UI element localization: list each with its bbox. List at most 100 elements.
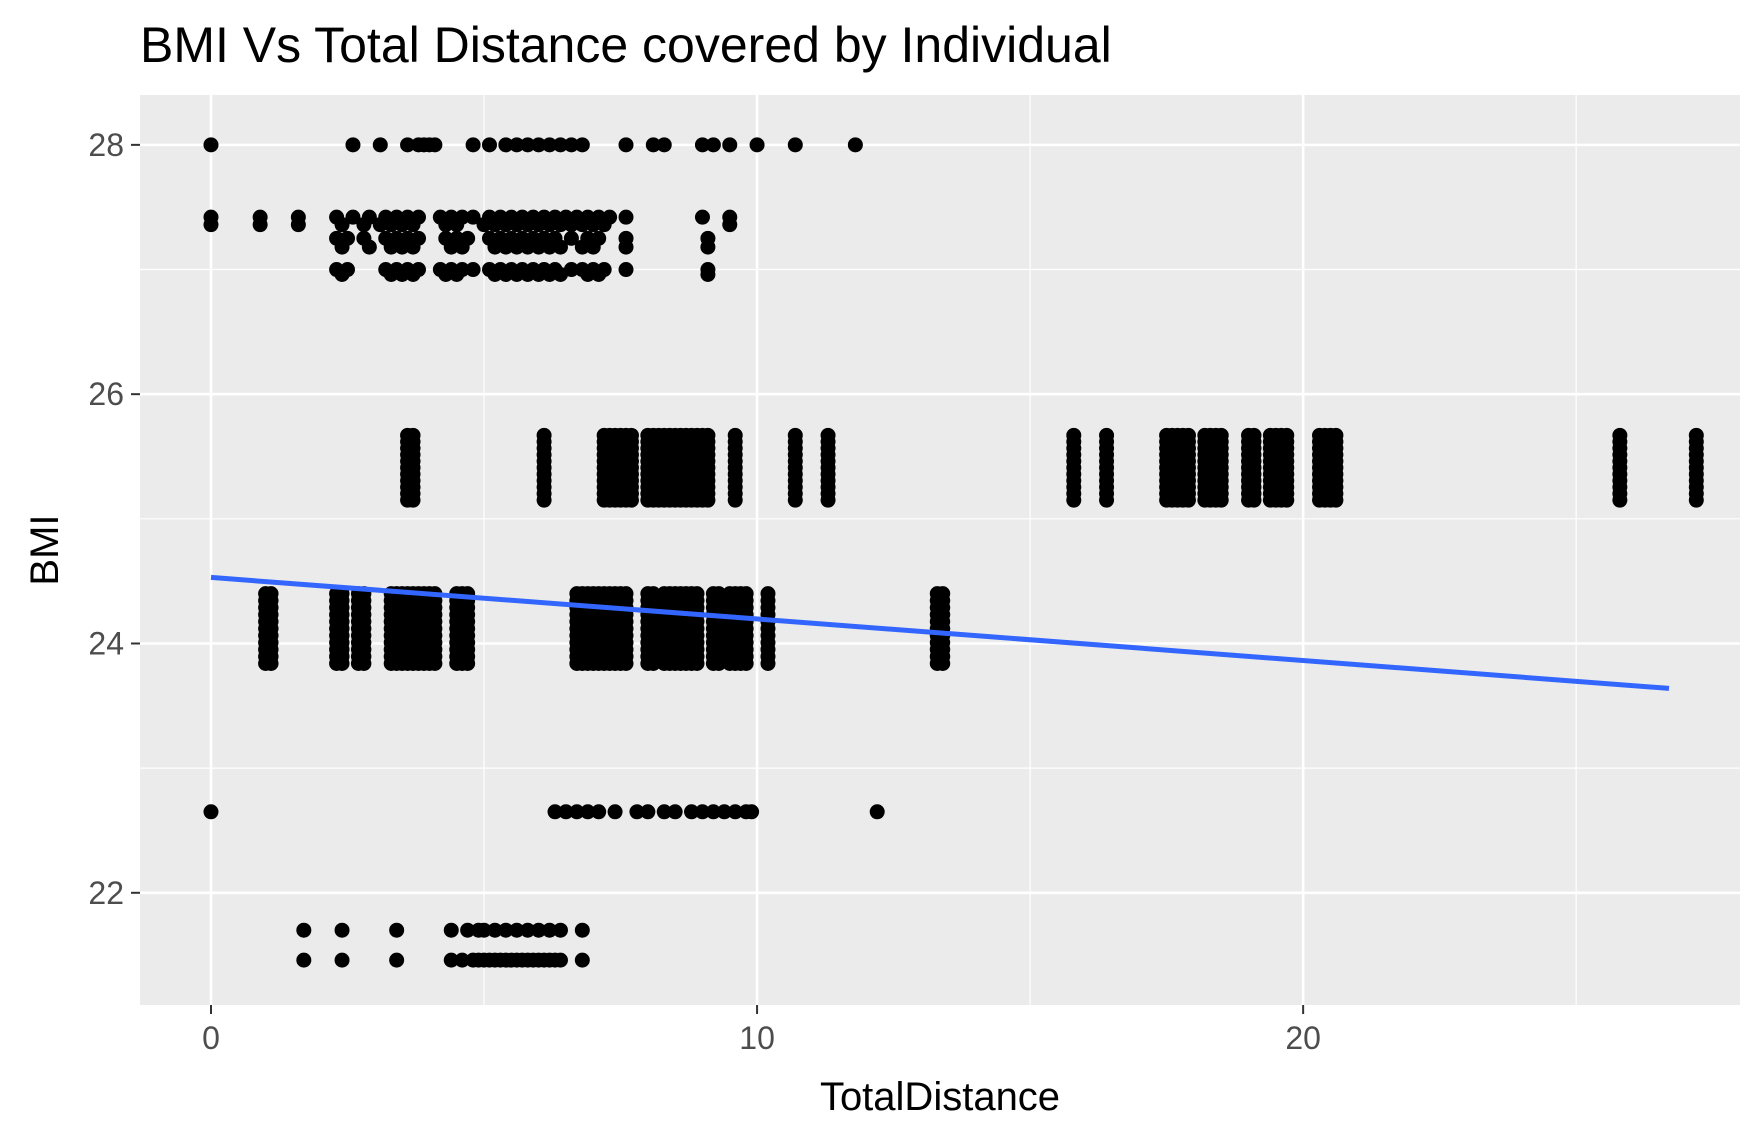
data-point	[574, 217, 590, 233]
data-point	[454, 952, 470, 968]
data-point	[552, 239, 568, 255]
data-point	[498, 137, 514, 153]
chart-title: BMI Vs Total Distance covered by Individ…	[140, 17, 1112, 73]
data-point	[509, 137, 525, 153]
data-point	[591, 267, 607, 283]
data-point	[394, 217, 410, 233]
data-point	[465, 262, 481, 278]
data-point	[607, 804, 623, 820]
y-tick-label: 28	[88, 127, 124, 163]
data-point	[334, 922, 350, 938]
data-point	[487, 922, 503, 938]
data-point	[869, 804, 885, 820]
data-point	[640, 804, 656, 820]
data-point	[1180, 427, 1196, 443]
data-point	[498, 922, 514, 938]
data-point	[405, 217, 421, 233]
data-point	[645, 586, 661, 602]
data-point	[394, 239, 410, 255]
y-axis-title: BMI	[23, 514, 67, 585]
data-point	[361, 239, 377, 255]
data-point	[820, 427, 836, 443]
data-point	[345, 137, 361, 153]
data-point	[296, 952, 312, 968]
x-tick-label: 20	[1285, 1020, 1321, 1056]
data-point	[389, 952, 405, 968]
data-point	[454, 239, 470, 255]
data-point	[563, 230, 579, 246]
data-point	[520, 239, 536, 255]
data-point	[618, 137, 634, 153]
data-point	[700, 427, 716, 443]
data-point	[427, 137, 443, 153]
data-point	[542, 267, 558, 283]
data-points	[203, 137, 1704, 968]
data-point	[542, 922, 558, 938]
data-point	[618, 262, 634, 278]
data-point	[618, 586, 634, 602]
data-point	[400, 137, 416, 153]
data-point	[618, 239, 634, 255]
data-point	[1328, 427, 1344, 443]
data-point	[552, 137, 568, 153]
data-point	[383, 217, 399, 233]
data-point	[1213, 427, 1229, 443]
data-point	[552, 267, 568, 283]
x-tick-label: 10	[739, 1020, 775, 1056]
data-point	[547, 804, 563, 820]
trend-line	[210, 574, 1670, 691]
data-point	[334, 952, 350, 968]
data-point	[935, 586, 951, 602]
data-point	[296, 922, 312, 938]
data-point	[694, 137, 710, 153]
data-point	[705, 137, 721, 153]
data-point	[727, 804, 743, 820]
data-point	[531, 267, 547, 283]
data-point	[722, 137, 738, 153]
data-point	[520, 217, 536, 233]
data-point	[552, 217, 568, 233]
data-point	[787, 427, 803, 443]
data-point	[443, 239, 459, 255]
grid-minor	[140, 95, 1740, 1005]
data-point	[585, 217, 601, 233]
data-point	[449, 217, 465, 233]
data-point	[252, 217, 268, 233]
data-point	[372, 137, 388, 153]
data-point	[585, 239, 601, 255]
data-point	[465, 209, 481, 225]
data-point	[203, 217, 219, 233]
x-axis-title: TotalDistance	[820, 1075, 1060, 1119]
data-point	[552, 952, 568, 968]
data-point	[700, 267, 716, 283]
data-point	[498, 267, 514, 283]
data-point	[787, 137, 803, 153]
data-point	[520, 922, 536, 938]
data-point	[383, 267, 399, 283]
data-point	[711, 586, 727, 602]
data-point	[552, 922, 568, 938]
data-point	[574, 137, 590, 153]
data-point	[531, 217, 547, 233]
data-point	[389, 922, 405, 938]
data-point	[372, 217, 388, 233]
data-point	[487, 267, 503, 283]
data-point	[629, 804, 645, 820]
data-point	[443, 922, 459, 938]
data-point	[727, 427, 743, 443]
data-point	[520, 267, 536, 283]
data-point	[738, 586, 754, 602]
data-point	[705, 804, 721, 820]
data-point	[580, 804, 596, 820]
data-point	[716, 804, 732, 820]
data-point	[574, 239, 590, 255]
data-point	[722, 217, 738, 233]
y-tick-label: 24	[88, 625, 124, 661]
y-tick-label: 22	[88, 875, 124, 911]
data-point	[689, 586, 705, 602]
trend-line-group	[210, 574, 1670, 691]
data-point	[1099, 427, 1115, 443]
data-point	[744, 804, 760, 820]
data-point	[460, 922, 476, 938]
